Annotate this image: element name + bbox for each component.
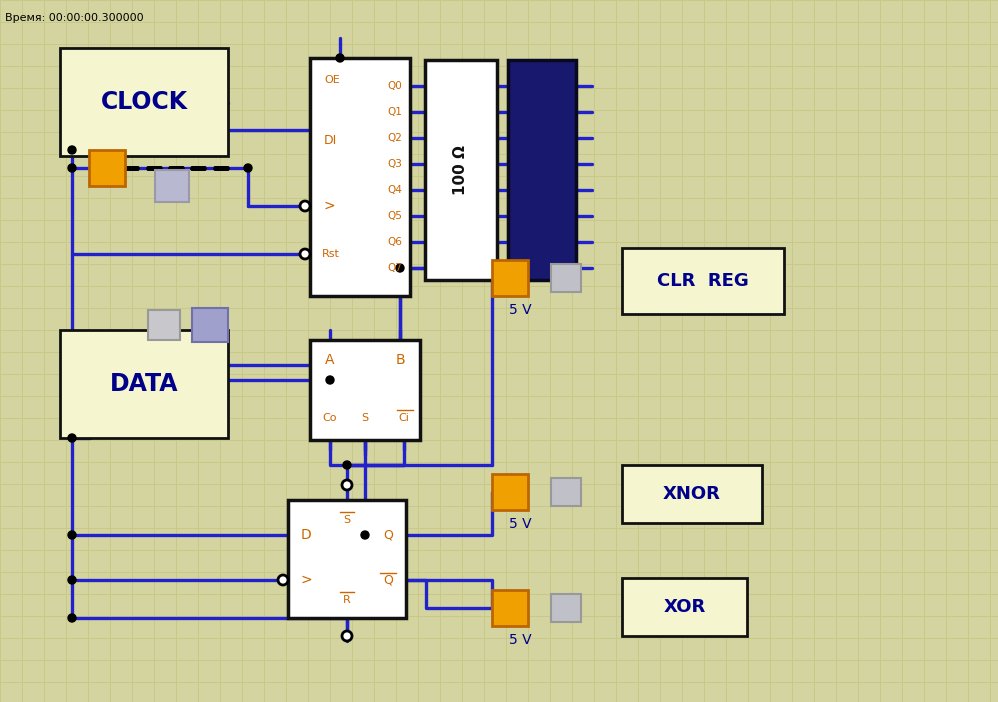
Text: Q6: Q6 — [387, 237, 402, 247]
FancyBboxPatch shape — [310, 58, 410, 296]
Text: Q: Q — [383, 574, 393, 586]
FancyBboxPatch shape — [310, 340, 420, 440]
Text: CLR  REG: CLR REG — [657, 272, 748, 290]
FancyBboxPatch shape — [60, 48, 228, 156]
Text: 5 V: 5 V — [509, 303, 531, 317]
Text: A: A — [325, 353, 334, 367]
Text: Q0: Q0 — [387, 81, 402, 91]
Circle shape — [342, 631, 352, 641]
Circle shape — [361, 531, 369, 539]
Text: >: > — [300, 573, 311, 587]
Circle shape — [396, 264, 404, 272]
FancyBboxPatch shape — [492, 590, 528, 626]
Text: DI: DI — [324, 133, 337, 147]
FancyBboxPatch shape — [60, 330, 228, 438]
Circle shape — [68, 146, 76, 154]
Circle shape — [68, 576, 76, 584]
Text: 5 V: 5 V — [509, 633, 531, 647]
Text: OE: OE — [324, 75, 339, 85]
FancyBboxPatch shape — [551, 594, 581, 622]
Text: Q1: Q1 — [387, 107, 402, 117]
Text: D: D — [300, 528, 311, 542]
FancyBboxPatch shape — [425, 60, 497, 280]
FancyBboxPatch shape — [148, 310, 180, 340]
Text: Q7: Q7 — [387, 263, 402, 273]
FancyBboxPatch shape — [551, 478, 581, 506]
FancyBboxPatch shape — [492, 260, 528, 296]
FancyBboxPatch shape — [288, 500, 406, 618]
Circle shape — [278, 575, 288, 585]
Text: >: > — [324, 199, 335, 213]
FancyBboxPatch shape — [622, 465, 762, 523]
Text: Время: 00:00:00.300000: Время: 00:00:00.300000 — [5, 13, 144, 23]
Circle shape — [326, 376, 334, 384]
FancyBboxPatch shape — [508, 60, 576, 280]
FancyBboxPatch shape — [192, 308, 228, 342]
Text: Rst: Rst — [322, 249, 340, 259]
Text: B: B — [395, 353, 405, 367]
Text: 5 V: 5 V — [509, 517, 531, 531]
Circle shape — [68, 614, 76, 622]
FancyBboxPatch shape — [89, 150, 125, 186]
Circle shape — [68, 164, 76, 172]
Circle shape — [343, 461, 351, 469]
Text: Co: Co — [322, 413, 337, 423]
FancyBboxPatch shape — [492, 474, 528, 510]
Text: DATA: DATA — [110, 372, 179, 396]
Text: Ci: Ci — [398, 413, 409, 423]
Text: CLOCK: CLOCK — [101, 90, 188, 114]
Text: R: R — [343, 595, 351, 605]
Text: Q: Q — [383, 529, 393, 541]
Circle shape — [336, 54, 344, 62]
Text: S: S — [343, 515, 350, 525]
Circle shape — [244, 164, 252, 172]
Circle shape — [300, 201, 310, 211]
Circle shape — [342, 480, 352, 490]
FancyBboxPatch shape — [155, 170, 189, 202]
Text: 100 Ω: 100 Ω — [453, 145, 468, 195]
FancyBboxPatch shape — [622, 248, 784, 314]
Text: Q2: Q2 — [387, 133, 402, 143]
Text: XOR: XOR — [664, 598, 706, 616]
Circle shape — [68, 434, 76, 442]
FancyBboxPatch shape — [551, 264, 581, 292]
Text: Q5: Q5 — [387, 211, 402, 221]
Text: Q3: Q3 — [387, 159, 402, 169]
Text: Q4: Q4 — [387, 185, 402, 195]
Text: S: S — [361, 413, 368, 423]
Circle shape — [68, 531, 76, 539]
Text: XNOR: XNOR — [663, 485, 721, 503]
Circle shape — [300, 249, 310, 259]
FancyBboxPatch shape — [622, 578, 747, 636]
